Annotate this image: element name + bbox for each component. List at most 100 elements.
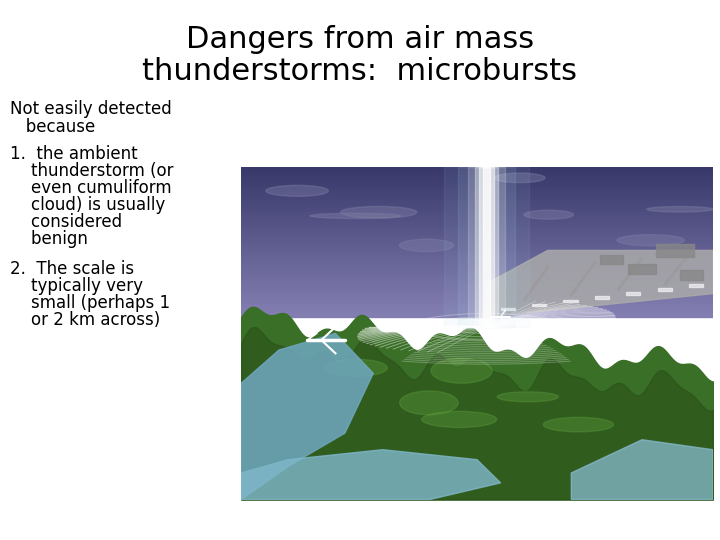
Ellipse shape [431,358,492,383]
Bar [241,207,713,210]
Text: or 2 km across): or 2 km across) [10,311,161,329]
Bar [241,215,713,217]
Bar [241,187,713,190]
Polygon shape [626,292,641,295]
Bar [241,267,713,269]
Bar [241,222,713,225]
Bar [241,202,713,205]
Polygon shape [572,440,713,500]
Bar [680,271,703,280]
Polygon shape [689,284,703,287]
Polygon shape [500,308,515,310]
Bar [241,235,713,237]
Bar [241,195,713,197]
Bar [241,170,713,172]
Ellipse shape [400,391,458,415]
Polygon shape [658,288,672,291]
Bar [241,297,713,299]
Polygon shape [241,450,500,500]
Bar [241,302,713,305]
Bar [241,294,713,297]
Bar [241,282,713,285]
Polygon shape [241,333,373,500]
Bar [241,175,713,177]
Bar [241,299,713,302]
Ellipse shape [497,392,558,402]
Bar [241,280,713,282]
Bar [241,212,713,215]
Bar [241,205,713,207]
Bar [241,314,713,317]
Text: small (perhaps 1: small (perhaps 1 [10,294,170,312]
Bar [241,307,713,309]
Ellipse shape [325,359,387,376]
Bar [656,244,694,257]
Bar [241,242,713,245]
Bar [241,185,713,187]
Ellipse shape [495,173,545,183]
Bar [241,245,713,247]
Bar [241,190,713,192]
Text: thunderstorms:  microbursts: thunderstorms: microbursts [143,57,577,86]
Bar [241,305,713,307]
Text: even cumuliform: even cumuliform [10,179,171,197]
Ellipse shape [544,417,613,432]
Bar [241,227,713,230]
Bar [241,274,713,277]
Text: 2.  The scale is: 2. The scale is [10,260,134,278]
Bar [628,264,656,274]
Bar [241,287,713,289]
Text: Not easily detected: Not easily detected [10,100,172,118]
Text: because: because [10,118,95,136]
Bar [241,309,713,312]
Ellipse shape [341,206,417,218]
Bar [241,237,713,240]
Bar [241,232,713,235]
Bar [241,180,713,183]
Polygon shape [595,296,609,299]
Bar [241,277,713,280]
Bar [241,257,713,260]
Polygon shape [564,300,577,302]
Bar [241,252,713,254]
Bar [241,292,713,294]
Text: typically very: typically very [10,277,143,295]
Bar [241,269,713,272]
Text: benign: benign [10,230,88,248]
Text: considered: considered [10,213,122,231]
Polygon shape [487,251,713,317]
Polygon shape [532,303,546,306]
Bar [241,265,713,267]
Bar [241,200,713,202]
Bar [241,210,713,212]
Ellipse shape [266,185,328,197]
Bar [241,249,713,252]
Ellipse shape [422,411,497,428]
Bar [241,272,713,274]
Bar [241,254,713,257]
Bar [241,240,713,242]
Bar [241,230,713,232]
Text: thunderstorm (or: thunderstorm (or [10,162,174,180]
Bar [241,312,713,314]
Ellipse shape [524,210,573,219]
Ellipse shape [400,239,454,252]
Bar [241,220,713,222]
Ellipse shape [617,235,684,246]
Bar [241,225,713,227]
Bar [241,183,713,185]
Bar [600,255,624,264]
Bar [241,192,713,195]
Bar [241,260,713,262]
Text: Dangers from air mass: Dangers from air mass [186,25,534,55]
Text: 1.  the ambient: 1. the ambient [10,145,138,163]
Ellipse shape [647,206,713,212]
Bar [241,247,713,249]
Bar [241,177,713,180]
Bar [241,197,713,200]
Bar [241,172,713,175]
Bar [241,262,713,265]
Bar [241,289,713,292]
Ellipse shape [310,213,400,219]
Bar [241,217,713,220]
